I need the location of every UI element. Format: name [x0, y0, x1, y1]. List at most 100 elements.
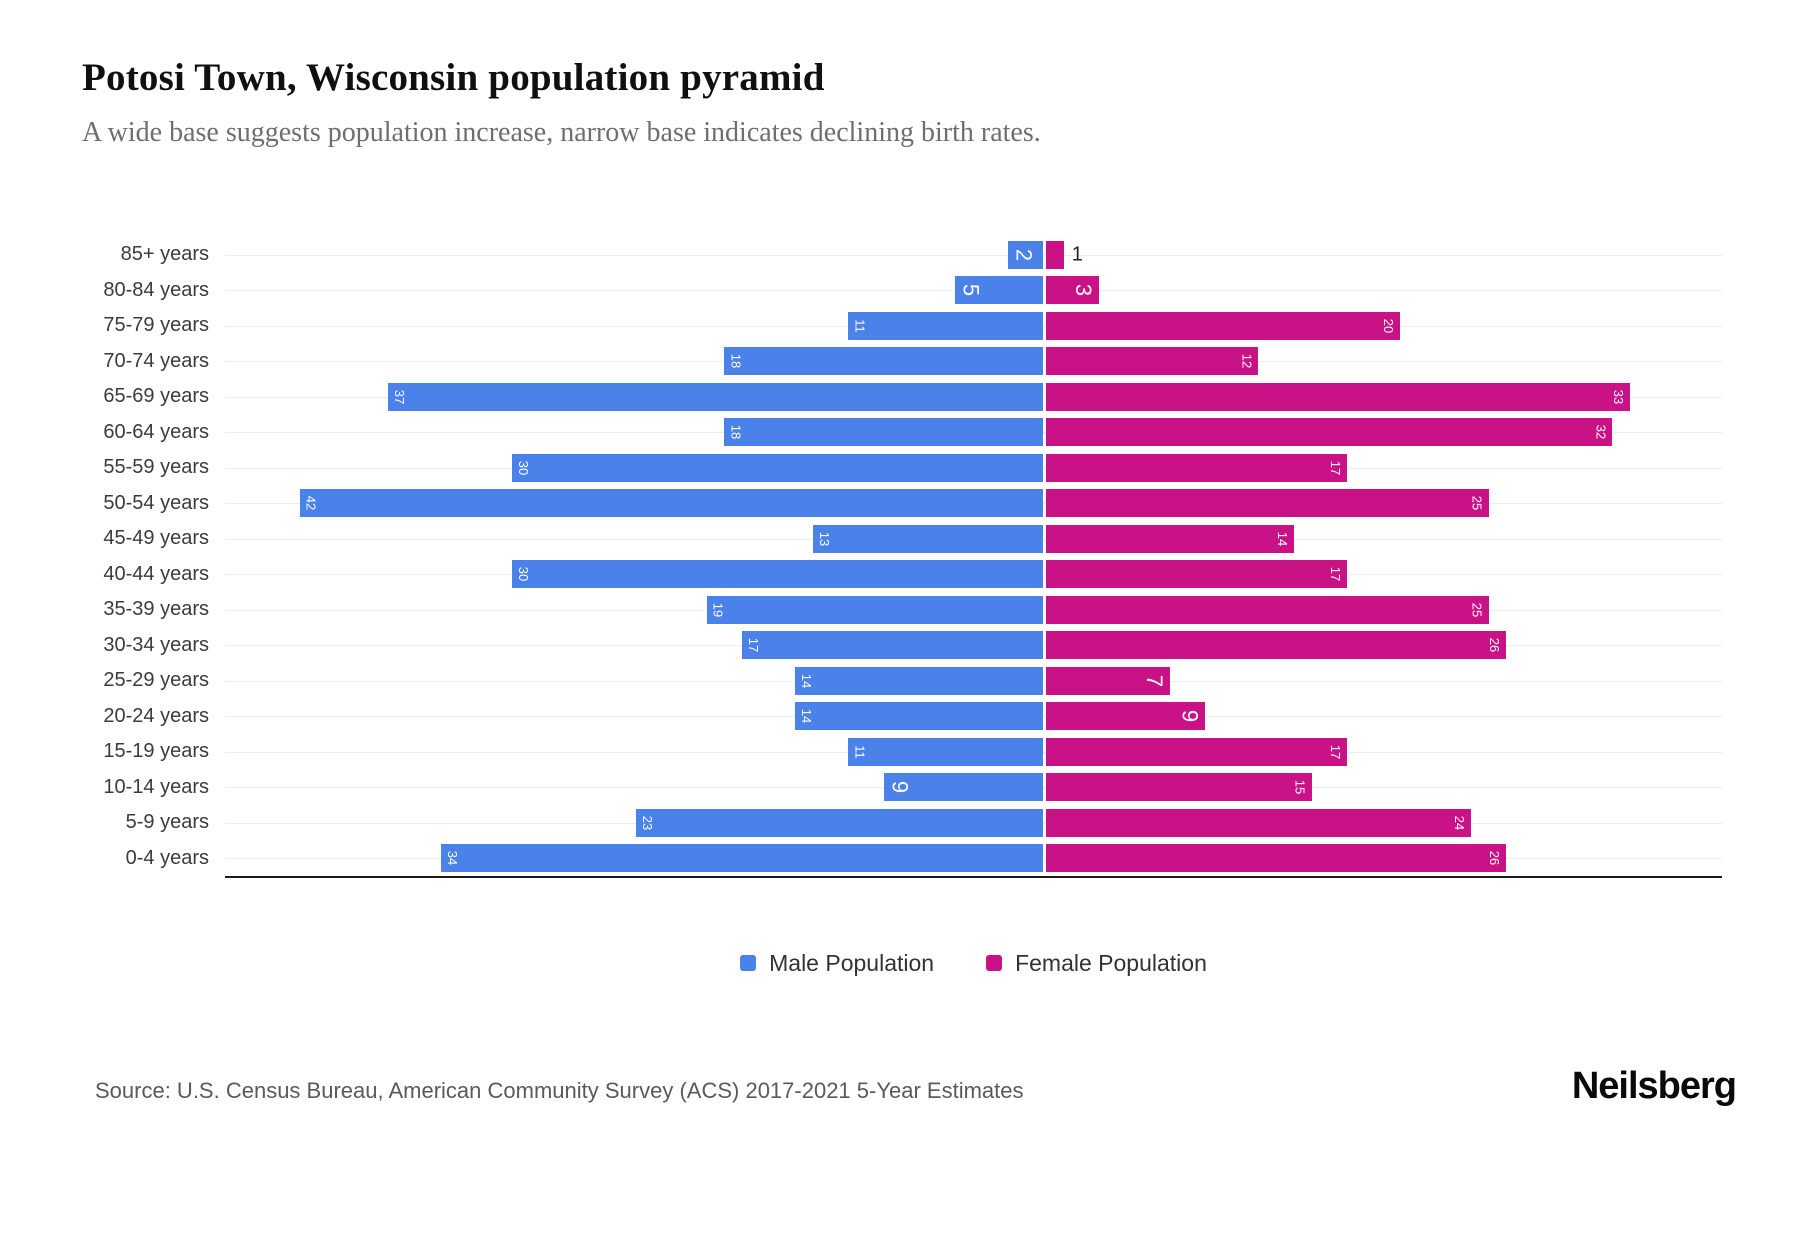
pyramid-row: 85+ years 2 1: [0, 237, 1800, 273]
male-bar: 30: [512, 560, 1043, 589]
population-pyramid-chart: 85+ years 2 1 80-84 years 5 3 75-79 years 11 20 7…: [0, 237, 1800, 876]
chart-subtitle: A wide base suggests population increase…: [82, 116, 1041, 148]
female-bar: 33: [1046, 382, 1631, 411]
source-text: Source: U.S. Census Bureau, American Com…: [95, 1077, 1024, 1103]
male-bar-value: 34: [445, 850, 461, 866]
plot-row: 18 12: [225, 343, 1722, 379]
chart-canvas: Potosi Town, Wisconsin population pyrami…: [0, 56, 1800, 1256]
y-axis-label: 5-9 years: [125, 811, 209, 834]
pyramid-row: 55-59 years 30 17: [0, 450, 1800, 486]
y-axis-label: 35-39 years: [103, 598, 209, 621]
female-bar-value: 17: [1327, 566, 1343, 582]
female-bar-value: 17: [1327, 460, 1343, 475]
male-bar-value: 30: [516, 566, 531, 582]
male-bar-value: 14: [799, 708, 815, 724]
pyramid-row: 5-9 years 23 24: [0, 805, 1800, 841]
female-bar: 12: [1046, 347, 1259, 376]
male-bar-value: 17: [746, 637, 762, 653]
male-bar: 14: [795, 702, 1043, 731]
female-bar-value: 1: [1071, 243, 1083, 266]
female-bar-value: 33: [1611, 389, 1627, 404]
y-axis-label: 20-24 years: [103, 704, 209, 727]
male-bar: 14: [795, 666, 1043, 695]
male-bar: 9: [883, 773, 1043, 802]
male-bar: 11: [848, 311, 1043, 340]
pyramid-row: 70-74 years 18 12: [0, 343, 1800, 379]
plot-row: 17 26: [225, 627, 1722, 663]
y-axis-label: 75-79 years: [103, 314, 209, 337]
footer: Source: U.S. Census Bureau, American Com…: [95, 1065, 1737, 1108]
male-bar: 42: [299, 489, 1043, 518]
female-bar-value: 24: [1451, 815, 1467, 830]
male-bar-value: 9: [887, 780, 913, 794]
female-bar-value: 26: [1487, 637, 1503, 653]
legend: Male Population Female Population: [225, 950, 1722, 977]
female-bar-value: 20: [1381, 318, 1396, 333]
y-axis-label: 80-84 years: [103, 278, 209, 301]
male-bar: 37: [388, 382, 1043, 411]
legend-item-female[interactable]: Female Population: [986, 950, 1207, 977]
male-bar: 18: [724, 418, 1043, 447]
female-bar-value: 7: [1141, 674, 1167, 687]
y-axis-label: 65-69 years: [103, 385, 209, 408]
male-bar-value: 13: [816, 531, 832, 546]
pyramid-row: 40-44 years 30 17: [0, 556, 1800, 592]
legend-label-female: Female Population: [1015, 949, 1207, 976]
plot-row: 42 25: [225, 485, 1722, 521]
male-bar: 23: [635, 808, 1043, 837]
pyramid-row: 75-79 years 11 20: [0, 308, 1800, 344]
plot-row: 11 17: [225, 734, 1722, 770]
pyramid-row: 60-64 years 18 32: [0, 414, 1800, 450]
female-bar-value: 9: [1177, 709, 1203, 723]
female-bar: 26: [1046, 631, 1507, 660]
female-bar: 3: [1046, 276, 1100, 305]
legend-item-male[interactable]: Male Population: [740, 950, 934, 977]
female-bar: 9: [1046, 702, 1206, 731]
female-bar-value: 25: [1469, 602, 1485, 617]
y-axis-label: 15-19 years: [103, 740, 209, 763]
female-bar-value: 3: [1071, 283, 1097, 297]
plot-row: 30 17: [225, 556, 1722, 592]
male-bar-value: 42: [303, 495, 319, 511]
pyramid-row: 20-24 years 14 9: [0, 698, 1800, 734]
male-bar: 19: [706, 595, 1043, 624]
male-bar: 5: [954, 276, 1043, 305]
plot-row: 14 7: [225, 663, 1722, 699]
pyramid-row: 45-49 years 13 14: [0, 521, 1800, 557]
male-bar-value: 5: [958, 283, 984, 297]
y-axis-label: 70-74 years: [103, 349, 209, 372]
male-bar: 2: [1007, 240, 1043, 269]
female-bar: 17: [1046, 453, 1347, 482]
male-bar-value: 14: [799, 673, 815, 688]
female-bar: 25: [1046, 595, 1489, 624]
male-bar-value: 37: [392, 389, 408, 404]
pyramid-row: 50-54 years 42 25: [0, 485, 1800, 521]
y-axis-label: 0-4 years: [125, 846, 209, 869]
male-bar-value: 2: [1011, 248, 1037, 261]
pyramid-row: 30-34 years 17 26: [0, 627, 1800, 663]
legend-label-male: Male Population: [769, 949, 935, 976]
plot-row: 14 9: [225, 698, 1722, 734]
female-bar-value: 12: [1239, 353, 1255, 369]
plot-row: 30 17: [225, 450, 1722, 486]
female-bar: 20: [1046, 311, 1400, 340]
female-bar: 15: [1046, 773, 1312, 802]
pyramid-row: 0-4 years 34 26: [0, 840, 1800, 876]
female-bar: 17: [1046, 737, 1347, 766]
male-bar: 18: [724, 347, 1043, 376]
y-axis-label: 45-49 years: [103, 527, 209, 550]
male-bar-value: 11: [852, 744, 868, 759]
pyramid-row: 35-39 years 19 25: [0, 592, 1800, 628]
male-bar-value: 18: [728, 353, 744, 369]
female-bar-value: 26: [1487, 850, 1503, 866]
y-axis-label: 55-59 years: [103, 456, 209, 479]
female-bar: 24: [1046, 808, 1471, 837]
female-bar-value: 32: [1593, 424, 1609, 440]
y-axis-label: 40-44 years: [103, 562, 209, 585]
female-bar-value: 17: [1327, 744, 1343, 759]
female-bar: 25: [1046, 489, 1489, 518]
plot-row: 11 20: [225, 308, 1722, 344]
male-bar: 11: [848, 737, 1043, 766]
plot-row: 23 24: [225, 805, 1722, 841]
